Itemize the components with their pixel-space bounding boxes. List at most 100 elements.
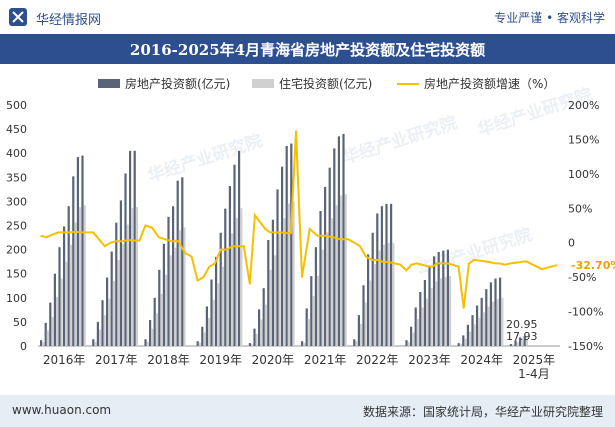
growth-point: [63, 231, 65, 234]
bar-total: [81, 155, 84, 346]
growth-point: [295, 130, 297, 132]
bar-total: [357, 315, 360, 346]
growth-point: [254, 214, 256, 216]
bar-residential: [449, 276, 452, 346]
growth-point: [446, 262, 449, 265]
chart: 房地产投资额(亿元) 住宅投资额(亿元) 房地产投资额增速（%）华经产业研究院 华经产…: [6, 76, 615, 381]
growth-point: [196, 279, 199, 282]
bar-total: [462, 335, 465, 346]
bar-residential: [444, 277, 447, 346]
bar-total: [210, 279, 213, 346]
growth-point: [324, 235, 326, 237]
growth-point: [164, 238, 166, 241]
y-right-tick: -150%: [568, 340, 603, 353]
bar-residential: [521, 340, 524, 346]
bar-residential: [307, 319, 310, 346]
growth-point: [498, 262, 501, 265]
growth-point: [264, 228, 267, 230]
bar-total: [428, 265, 431, 346]
x-tick-year: 2017年: [95, 353, 138, 367]
growth-point: [208, 266, 210, 268]
growth-point: [98, 238, 100, 241]
bar-residential: [312, 295, 315, 346]
growth-point: [376, 259, 379, 261]
growth-point: [51, 233, 54, 236]
bar-residential: [212, 299, 215, 346]
growth-point: [308, 228, 311, 230]
growth-point: [525, 260, 527, 263]
growth-point: [410, 263, 413, 266]
y-left-tick: 350: [6, 171, 27, 184]
bar-total: [49, 302, 52, 346]
growth-point: [214, 262, 216, 265]
bar-total: [367, 254, 370, 346]
bar-total: [419, 292, 422, 346]
growth-point: [171, 240, 173, 243]
growth-point: [279, 231, 282, 234]
bar-residential: [487, 306, 490, 346]
bar-total: [267, 239, 270, 346]
bar-residential: [416, 319, 419, 346]
x-tick-year: 2020年: [252, 353, 295, 367]
x-tick-year: 2019年: [199, 353, 242, 367]
bar-total: [106, 277, 109, 346]
growth-point: [426, 265, 428, 267]
growth-point: [457, 266, 460, 268]
bar-total: [333, 148, 336, 346]
bar-total: [110, 251, 113, 346]
bar-residential: [317, 275, 320, 346]
bar-residential: [383, 244, 386, 346]
bar-residential: [79, 207, 82, 346]
bar-total: [509, 344, 512, 346]
bar-residential: [208, 318, 211, 346]
growth-point: [86, 231, 88, 234]
bar-residential: [198, 342, 201, 346]
growth-point: [132, 239, 135, 242]
y-right-tick: 150%: [568, 133, 599, 146]
bar-residential: [501, 297, 504, 346]
growth-point: [74, 230, 77, 233]
brand-name: 华经情报网: [36, 13, 102, 28]
bar-total: [301, 341, 304, 346]
bar-total: [362, 285, 365, 346]
bar-residential: [421, 307, 424, 346]
bar-total: [176, 180, 179, 346]
bar-total: [233, 164, 236, 346]
bar-total: [215, 256, 218, 346]
bar-total: [385, 203, 388, 346]
watermark-3: 华经产业研究院: [475, 84, 595, 141]
watermark-1: 华经产业研究院: [145, 130, 265, 187]
bar-total: [271, 219, 274, 346]
growth-point: [388, 261, 390, 263]
bar-total: [133, 150, 136, 346]
website-link[interactable]: www.huaon.com: [12, 403, 112, 417]
growth-point: [225, 248, 228, 251]
bar-total: [442, 250, 445, 346]
bar-residential: [169, 255, 172, 346]
bar-residential: [231, 233, 234, 346]
bar-residential: [392, 242, 395, 346]
growth-point: [468, 262, 470, 265]
bar-residential: [412, 332, 415, 346]
bar-total: [437, 252, 440, 346]
bar-total: [371, 232, 374, 346]
bar-total: [290, 143, 293, 346]
growth-point: [104, 245, 106, 247]
growth-point: [347, 238, 350, 241]
bar-residential: [464, 338, 467, 346]
bar-total: [380, 206, 383, 346]
bar-total: [158, 269, 161, 346]
bar-total: [489, 282, 492, 346]
growth-point: [184, 252, 186, 254]
label-residential-last: 17.93: [506, 330, 538, 343]
bar-total: [162, 243, 165, 346]
bar-residential: [512, 344, 515, 346]
growth-point: [269, 231, 272, 234]
bar-residential: [131, 208, 134, 346]
bar-residential: [369, 280, 372, 346]
growth-point: [316, 235, 319, 237]
bar-residential: [217, 283, 220, 346]
bar-total: [433, 256, 436, 346]
bar-total: [201, 326, 204, 346]
growth-point: [237, 245, 239, 247]
